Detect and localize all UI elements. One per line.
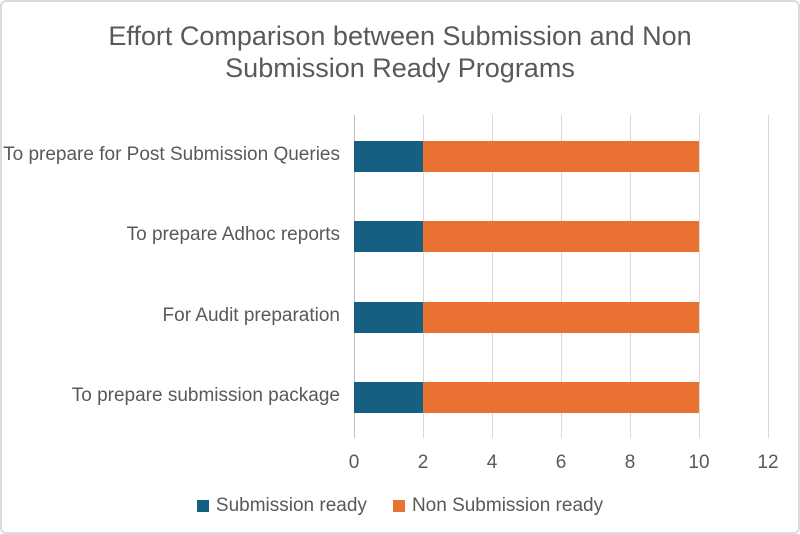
bar-row-0 [354,115,768,195]
legend-label: Non Submission ready [411,495,604,516]
stacked-bar [354,141,768,172]
bar-segment-non-submission-ready [422,221,699,253]
chart-title: Effort Comparison between Submission and… [2,20,798,84]
stacked-bar [354,221,768,253]
legend-item-submission-ready: Submission ready [196,495,367,517]
x-tick-label-8: 8 [624,452,636,473]
bar-row-3 [354,356,768,436]
category-label-3: To prepare submission package [71,384,340,406]
category-axis-labels: To prepare for Post Submission Queries To… [2,115,340,436]
stacked-bar [354,381,768,413]
bar-segment-submission-ready [354,381,423,413]
gridline-x-4 [491,115,493,438]
x-axis-tick-labels: 0 2 4 6 8 10 12 [349,452,779,474]
x-tick-label-6: 6 [555,452,567,473]
gridline-x-8 [629,115,631,438]
y-axis-line [354,115,355,438]
legend-label: Submission ready [215,495,367,516]
legend: Submission ready Non Submission ready [2,494,798,518]
bar-segment-non-submission-ready [422,141,699,172]
bar-segment-submission-ready [354,141,423,172]
bar-segment-submission-ready [354,301,423,333]
chart-title-line-2: Submission Ready Programs [225,53,575,83]
x-tick-label-10: 10 [688,452,710,473]
category-label-0: To prepare for Post Submission Queries [3,144,340,166]
x-tick-label-2: 2 [417,452,429,473]
plot-area [354,115,769,438]
gridline-x-10 [699,115,700,438]
category-label-1: To prepare Adhoc reports [126,224,340,246]
chart-title-line-1: Effort Comparison between Submission and… [108,21,692,51]
bar-segment-submission-ready [354,221,423,253]
category-label-2: For Audit preparation [162,304,340,326]
x-tick-label-4: 4 [486,452,498,473]
legend-item-non-submission-ready: Non Submission ready [392,495,604,517]
legend-swatch-icon [196,500,209,512]
gridline-x-2 [422,115,424,438]
stacked-bar [354,301,768,333]
bar-row-1 [354,195,768,275]
gridline-x-12 [768,115,769,438]
gridline-x-6 [561,115,562,438]
legend-swatch-icon [392,500,405,512]
x-tick-label-0: 0 [348,452,360,473]
bar-row-2 [354,276,768,356]
bar-segment-non-submission-ready [422,301,699,333]
bar-segment-non-submission-ready [422,381,699,413]
x-tick-label-12: 12 [757,452,779,473]
